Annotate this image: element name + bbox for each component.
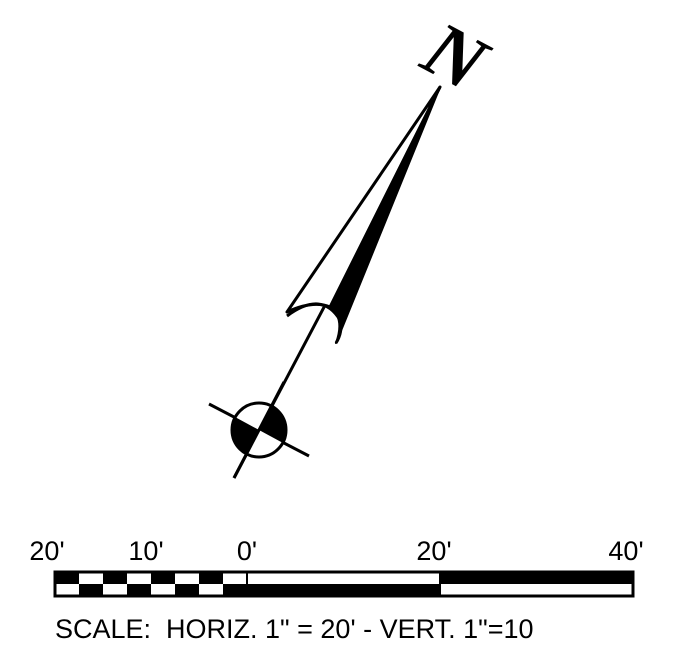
scale-tick-label: 20' bbox=[29, 536, 64, 566]
north-arrow-black-blade bbox=[329, 86, 441, 344]
scale-tick-label: 20' bbox=[416, 536, 451, 566]
checker-block bbox=[55, 572, 79, 584]
scale-tick-label: 0' bbox=[237, 536, 257, 566]
checker-block bbox=[175, 584, 199, 596]
checker-block bbox=[127, 584, 151, 596]
scale-bar: 20' 10' 0' 20' 40' SCALE: HORIZ. 1" = 20… bbox=[29, 536, 643, 644]
scale-bar-segment-0-20 bbox=[247, 584, 440, 596]
target-quadrant-upper bbox=[259, 406, 287, 443]
north-letter: N bbox=[409, 4, 503, 109]
checker-block bbox=[223, 584, 247, 596]
checker-block bbox=[151, 572, 175, 584]
scale-bar-segment-20-40 bbox=[440, 572, 633, 584]
scale-tick-label: 10' bbox=[128, 536, 163, 566]
survey-target-icon bbox=[208, 381, 310, 479]
north-arrow-icon: N bbox=[208, 4, 503, 479]
scale-bar-outline bbox=[53, 570, 635, 598]
north-arrow-base-arc bbox=[286, 302, 343, 344]
target-quadrant-lower bbox=[231, 417, 259, 454]
checker-block bbox=[79, 584, 103, 596]
scale-tick-label: 40' bbox=[608, 536, 643, 566]
checker-block bbox=[199, 572, 223, 584]
north-arrow-white-blade bbox=[285, 85, 442, 314]
scale-bar-checker bbox=[55, 572, 247, 596]
checker-block bbox=[103, 572, 127, 584]
target-axis-line bbox=[232, 381, 286, 479]
scale-caption: SCALE: HORIZ. 1" = 20' - VERT. 1"=10 bbox=[55, 614, 534, 644]
